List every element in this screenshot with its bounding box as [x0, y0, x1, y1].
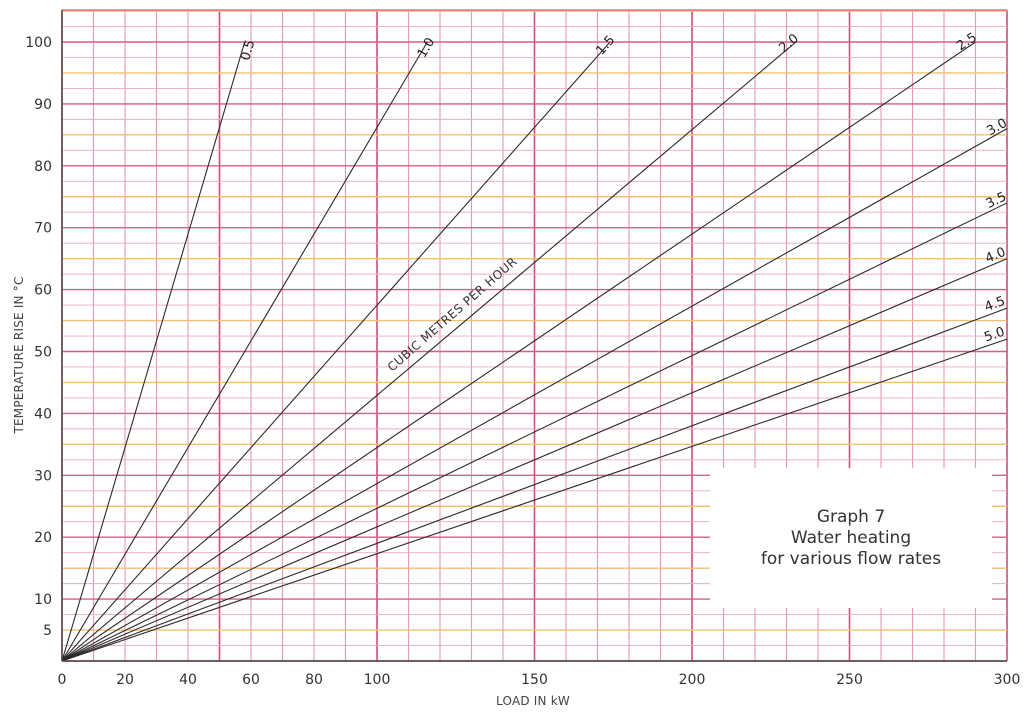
- x-tick-labels: 0 20 40 60 80 100 150 200 250 300: [58, 672, 1021, 688]
- x-tick-label: 20: [116, 672, 134, 688]
- x-tick-label: 150: [521, 672, 548, 688]
- series-label: 2.0: [776, 31, 801, 56]
- x-tick-label: 250: [836, 672, 863, 688]
- x-tick-label: 80: [305, 672, 323, 688]
- y-tick-label: 60: [34, 283, 52, 299]
- graph-caption-line-1: Graph 7: [816, 506, 886, 527]
- series-label: 0.5: [238, 38, 258, 62]
- series-label: 3.5: [984, 190, 1009, 213]
- chart-series-lines: [61, 41, 1008, 662]
- x-tick-label: 0: [58, 672, 67, 688]
- y-axis-title: TEMPERATURE RISE IN °C: [12, 276, 26, 434]
- series-line: [61, 202, 1008, 662]
- y-tick-label: 5: [43, 623, 52, 639]
- series-line: [61, 41, 611, 662]
- x-tick-label: 200: [679, 672, 706, 688]
- series-label: 4.5: [983, 294, 1008, 315]
- y-tick-label: 100: [25, 35, 52, 51]
- series-line: [61, 41, 428, 662]
- y-tick-label: 40: [34, 406, 52, 422]
- y-tick-label: 20: [34, 530, 52, 546]
- x-axis-title: LOAD IN kW: [496, 694, 570, 708]
- x-tick-label: 60: [242, 672, 260, 688]
- series-line: [61, 338, 1008, 662]
- graph-caption-line-3: for various flow rates: [760, 548, 942, 569]
- chart-axes: [61, 10, 1007, 662]
- y-tick-label: 90: [34, 97, 52, 113]
- x-tick-label: 300: [994, 672, 1021, 688]
- series-line: [61, 41, 976, 662]
- series-label: 5.0: [982, 325, 1006, 346]
- series-line: [61, 307, 1008, 662]
- y-tick-label: 70: [34, 221, 52, 237]
- series-line: [61, 128, 1008, 662]
- x-tick-label: 40: [179, 672, 197, 688]
- y-tick-label: 80: [34, 159, 52, 175]
- x-tick-label: 100: [364, 672, 391, 688]
- y-tick-label: 30: [34, 468, 52, 484]
- series-line: [61, 258, 1008, 662]
- graph-caption-line-2: Water heating: [790, 527, 912, 548]
- y-tick-label: 10: [34, 592, 52, 608]
- series-label: 4.0: [983, 245, 1008, 267]
- graph-caption-box: Graph 7 Water heating for various flow r…: [710, 468, 992, 608]
- y-tick-labels: 5 10 20 30 40 50 60 70 80 90 100: [25, 35, 52, 639]
- series-labels: 0.5 1.0 1.5 2.0 2.53.03.54.04.55.0: [238, 30, 1010, 345]
- series-line: [61, 41, 797, 662]
- series-annotation: CUBIC METRES PER HOUR: [385, 254, 520, 374]
- y-tick-label: 50: [34, 345, 52, 361]
- series-line: [61, 41, 246, 662]
